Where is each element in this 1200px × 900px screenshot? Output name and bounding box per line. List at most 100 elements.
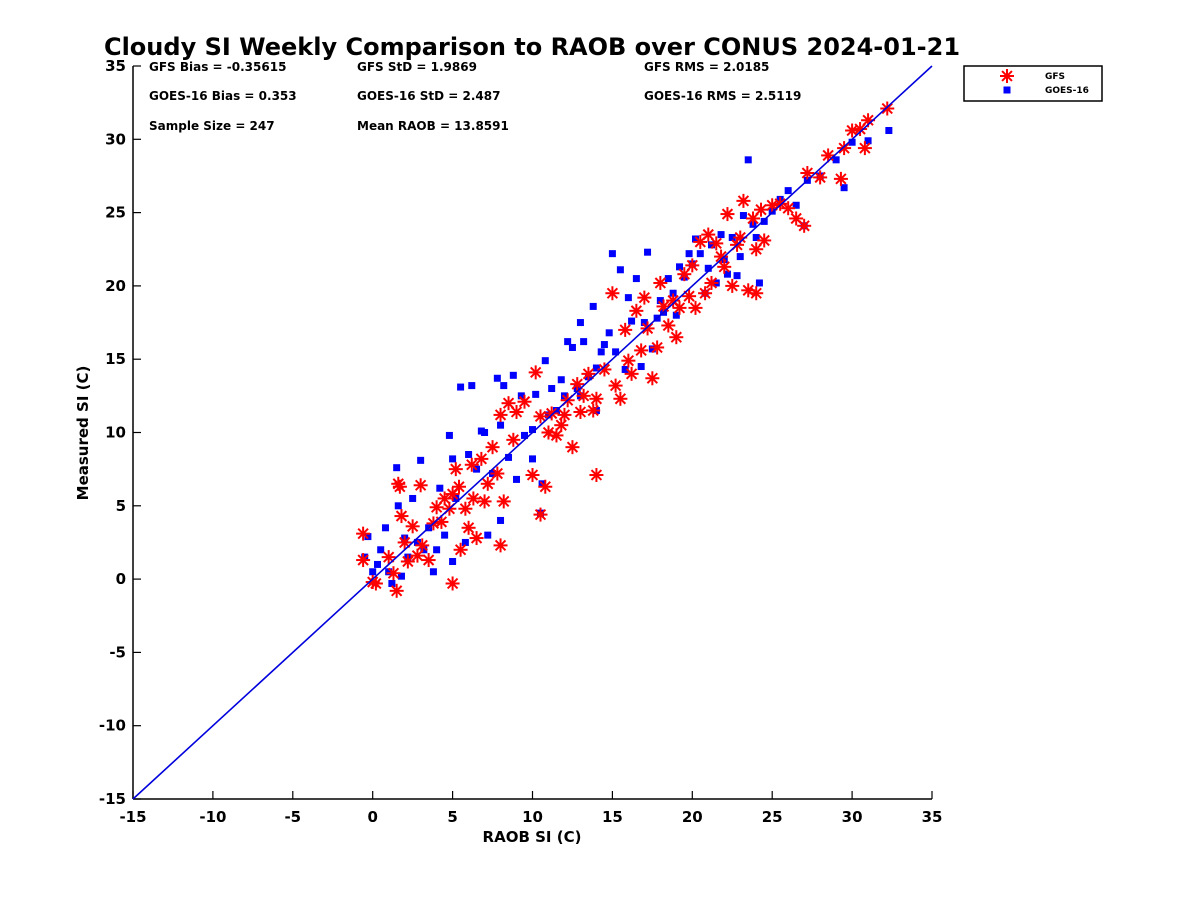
gfs-point — [645, 371, 660, 386]
goes16-point — [592, 364, 600, 372]
gfs-point — [477, 494, 492, 509]
gfs-point — [469, 531, 484, 546]
gfs-point — [544, 406, 559, 421]
asterisk-stroke — [673, 302, 686, 314]
goes16-point — [648, 345, 656, 353]
asterisk-stroke — [582, 368, 595, 380]
asterisk-stroke — [686, 259, 698, 272]
gfs-point — [677, 267, 692, 282]
asterisk-stroke — [454, 544, 467, 556]
goes16-point — [513, 475, 521, 483]
gfs-point — [621, 353, 636, 368]
gfs-point — [496, 494, 511, 509]
gfs-point — [634, 343, 649, 358]
asterisk-stroke — [625, 368, 638, 380]
asterisk-stroke — [510, 406, 523, 418]
one-to-one-line — [132, 65, 933, 800]
asterisk-stroke — [566, 441, 579, 453]
goes16-point — [637, 363, 645, 371]
gfs-point — [458, 501, 473, 516]
asterisk-stroke — [737, 195, 750, 207]
asterisk-stroke — [462, 522, 475, 534]
gfs-point — [525, 468, 540, 483]
goes16-point — [576, 319, 584, 327]
gfs-point — [549, 428, 564, 443]
goes16-point — [544, 411, 552, 419]
asterisk-stroke — [590, 393, 603, 405]
goes16-point — [541, 357, 549, 365]
stat-annotation: GOES-16 StD = 2.487 — [357, 89, 500, 103]
goes16-point — [493, 374, 501, 382]
gfs-point — [608, 378, 623, 393]
goes16-point — [696, 250, 704, 258]
y-tick-label: 20 — [105, 277, 126, 295]
asterisk-stroke — [571, 378, 583, 390]
legend-box — [963, 65, 1103, 102]
asterisk-stroke — [370, 577, 382, 590]
gfs-point — [857, 141, 872, 156]
goes16-point — [433, 546, 441, 554]
goes16-point — [497, 421, 505, 429]
asterisk-stroke — [507, 434, 519, 446]
gfs-point — [464, 457, 479, 472]
gfs-point — [405, 519, 420, 534]
asterisk-stroke — [530, 366, 542, 379]
asterisk-stroke — [715, 250, 727, 263]
asterisk-stroke — [1001, 70, 1013, 82]
asterisk-stroke — [614, 393, 627, 405]
gfs-point — [797, 218, 812, 233]
goes16-point — [669, 289, 677, 297]
goes16-point — [605, 329, 613, 337]
asterisk-stroke — [357, 554, 369, 566]
gfs-point — [749, 242, 764, 257]
y-tick-label: 10 — [105, 424, 126, 442]
goes16-point — [621, 365, 629, 373]
goes16-point — [784, 187, 792, 195]
gfs-point — [833, 171, 848, 186]
gfs-point — [394, 509, 409, 524]
gfs-point — [749, 286, 764, 301]
asterisk-stroke — [406, 520, 419, 532]
asterisk-stroke — [766, 199, 778, 211]
goes16-point — [664, 275, 672, 283]
asterisk-stroke — [606, 287, 619, 299]
asterisk-stroke — [750, 287, 762, 299]
gfs-point — [685, 258, 700, 273]
gfs-point — [410, 548, 425, 563]
goes16-point — [707, 241, 715, 249]
asterisk-stroke — [518, 396, 531, 408]
asterisk-stroke — [539, 481, 551, 493]
goes16-point — [420, 546, 428, 554]
goes16-point — [760, 217, 768, 225]
goes16-point — [409, 494, 417, 502]
gfs-point — [565, 440, 580, 455]
gfs-point — [701, 227, 716, 242]
asterisk-stroke — [399, 536, 411, 549]
gfs-point — [661, 318, 676, 333]
goes16-point — [548, 385, 556, 393]
gfs-point — [853, 122, 868, 137]
goes16-point — [445, 431, 453, 439]
stat-annotation: GFS Bias = -0.35615 — [149, 60, 286, 74]
asterisk-stroke — [846, 124, 858, 137]
gfs-point — [386, 566, 401, 581]
asterisk-stroke — [577, 390, 590, 402]
goes16-point — [509, 371, 517, 379]
goes16-point — [436, 484, 444, 492]
asterisk-stroke — [394, 481, 406, 493]
asterisk-stroke — [486, 441, 499, 453]
asterisk-stroke — [478, 495, 491, 508]
goes16-point — [589, 302, 597, 310]
asterisk-stroke — [670, 331, 682, 343]
stat-annotation: Mean RAOB = 13.8591 — [357, 119, 509, 133]
goes16-point — [597, 348, 605, 356]
legend-label: GFS — [1045, 72, 1065, 82]
asterisk-stroke — [734, 231, 746, 244]
goes16-point — [457, 383, 465, 391]
gfs-point — [517, 394, 532, 409]
goes16-point — [733, 272, 741, 280]
asterisk-stroke — [558, 409, 571, 421]
gfs-point — [717, 259, 732, 274]
y-tick-label: -15 — [99, 790, 126, 808]
y-tick-label: -10 — [99, 717, 126, 735]
